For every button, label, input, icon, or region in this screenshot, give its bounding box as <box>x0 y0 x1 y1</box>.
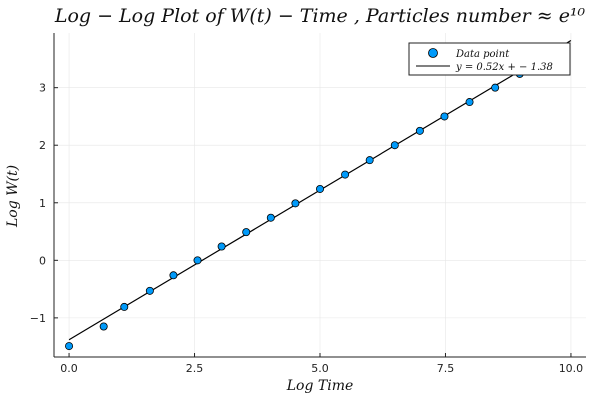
chart-title: Log − Log Plot of W(t) − Time , Particle… <box>54 5 586 27</box>
y-ticks: −1 0 1 2 3 <box>30 82 58 325</box>
x-tick-label: 5.0 <box>311 362 329 375</box>
data-point <box>120 302 129 311</box>
data-point <box>99 322 108 331</box>
data-point <box>465 98 474 107</box>
data-point <box>145 286 154 295</box>
data-point <box>341 170 350 179</box>
data-point <box>390 141 399 150</box>
x-tick-label: 2.5 <box>186 362 204 375</box>
data-point <box>193 256 202 265</box>
data-point <box>266 213 275 222</box>
legend: Data point y = 0.52x + − 1.38 <box>408 42 571 76</box>
x-ticks: 0.0 2.5 5.0 7.5 10.0 <box>60 353 583 375</box>
data-point <box>217 242 226 251</box>
x-tick-label: 10.0 <box>559 362 584 375</box>
y-axis-label: Log W(t) <box>5 165 21 228</box>
data-point <box>242 228 251 237</box>
data-point <box>169 271 178 280</box>
x-axis-label: Log Time <box>286 378 354 394</box>
y-tick-label: 3 <box>39 82 46 95</box>
y-tick-label: 0 <box>39 254 46 267</box>
grid <box>54 33 586 357</box>
data-point <box>291 199 300 208</box>
data-point <box>491 83 500 92</box>
x-tick-label: 0.0 <box>60 362 78 375</box>
legend-marker-data-point <box>428 48 438 58</box>
data-point <box>365 156 374 165</box>
data-point <box>415 126 424 135</box>
data-point <box>315 184 324 193</box>
legend-label-fit: y = 0.52x + − 1.38 <box>455 62 553 73</box>
legend-box <box>408 42 571 76</box>
legend-label-data-point: Data point <box>455 49 510 60</box>
data-point <box>65 342 74 351</box>
data-points-layer <box>65 69 524 351</box>
y-tick-label: −1 <box>30 312 46 325</box>
y-tick-label: 2 <box>39 139 46 152</box>
y-tick-label: 1 <box>39 197 46 210</box>
x-tick-label: 7.5 <box>437 362 455 375</box>
data-point <box>440 112 449 121</box>
